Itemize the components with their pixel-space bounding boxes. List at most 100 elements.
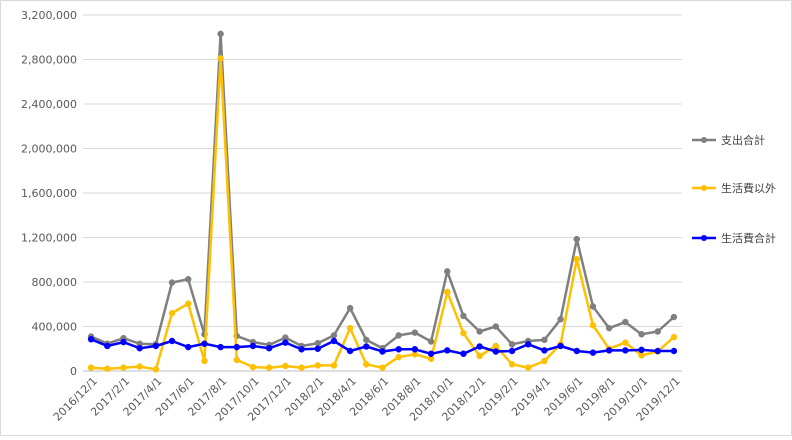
data-point	[460, 312, 467, 320]
data-point	[524, 341, 532, 348]
data-point	[638, 346, 645, 354]
legend-swatch-marker	[701, 185, 707, 191]
data-point	[168, 279, 176, 286]
data-point	[589, 349, 597, 356]
data-point	[557, 342, 564, 350]
data-point	[411, 346, 419, 353]
data-point	[120, 364, 127, 371]
data-point	[379, 364, 386, 371]
data-point	[346, 304, 354, 312]
data-point	[508, 361, 516, 368]
y-tick-label: 2,000,000	[21, 143, 77, 156]
data-point	[638, 352, 645, 359]
data-point	[184, 275, 192, 283]
data-point	[152, 366, 160, 373]
data-point	[508, 341, 516, 348]
legend-item: 生活費以外	[692, 181, 776, 195]
data-point	[654, 347, 661, 355]
data-point	[573, 347, 581, 355]
data-point	[217, 55, 224, 62]
data-point	[282, 339, 289, 346]
data-point	[136, 344, 143, 352]
data-point	[541, 357, 548, 365]
data-point	[460, 329, 467, 337]
data-point	[476, 343, 483, 350]
data-point	[104, 365, 111, 373]
data-point	[346, 324, 354, 332]
data-point	[622, 318, 629, 326]
data-point	[217, 30, 224, 38]
data-point	[152, 342, 160, 350]
data-point	[314, 339, 321, 347]
data-point	[460, 350, 467, 358]
data-point	[201, 357, 208, 365]
data-point	[557, 316, 564, 323]
series-group	[87, 30, 678, 373]
data-point	[395, 346, 402, 353]
data-point	[524, 364, 532, 371]
data-point	[314, 362, 321, 369]
data-point	[136, 363, 143, 370]
data-point	[298, 346, 305, 353]
data-point	[330, 362, 338, 369]
y-tick-label: 2,800,000	[21, 54, 77, 67]
data-point	[249, 342, 257, 350]
data-point	[492, 348, 500, 355]
data-point	[605, 324, 613, 332]
legend-swatch-marker	[701, 137, 707, 143]
y-tick-label: 800,000	[32, 276, 78, 289]
data-point	[104, 342, 111, 350]
data-point	[201, 340, 208, 347]
data-point	[654, 328, 661, 335]
data-point	[670, 333, 678, 341]
data-point	[670, 313, 678, 321]
data-point	[379, 348, 386, 355]
y-tick-label: 0	[70, 365, 77, 378]
data-point	[217, 343, 224, 351]
y-axis-tick-labels: 0 400,000 800,000 1,200,000 1,600,000 2,000,0…	[21, 9, 77, 378]
data-point	[298, 364, 305, 371]
data-point	[395, 332, 402, 339]
data-point	[541, 336, 548, 344]
data-point	[492, 342, 500, 350]
data-point	[444, 347, 451, 354]
data-point	[168, 309, 176, 317]
data-point	[395, 353, 402, 361]
data-point	[444, 288, 451, 296]
legend-label: 支出合計	[721, 133, 765, 147]
data-point	[492, 323, 500, 330]
data-point	[168, 337, 176, 345]
data-point	[363, 361, 370, 368]
data-point	[120, 338, 127, 346]
data-point	[363, 336, 370, 344]
data-point	[444, 268, 451, 275]
data-point	[638, 331, 645, 338]
legend-item: 生活費合計	[692, 231, 776, 245]
data-point	[265, 364, 273, 371]
data-point	[87, 336, 95, 343]
data-point	[670, 347, 678, 355]
data-point	[346, 347, 354, 355]
data-point	[541, 347, 548, 354]
data-point	[508, 347, 516, 355]
data-point	[427, 338, 435, 345]
y-tick-label: 3,200,000	[21, 9, 77, 22]
data-point	[573, 255, 581, 263]
data-point	[622, 339, 629, 346]
data-point	[589, 303, 597, 310]
data-point	[87, 364, 95, 371]
data-point	[476, 328, 483, 335]
y-tick-label: 1,600,000	[21, 187, 77, 200]
data-point	[476, 352, 483, 360]
data-point	[233, 356, 241, 364]
gridlines	[83, 14, 682, 372]
data-point	[622, 347, 629, 354]
data-point	[282, 362, 289, 370]
data-point	[411, 329, 419, 336]
data-point	[605, 347, 613, 354]
data-point	[589, 322, 597, 329]
y-tick-label: 400,000	[32, 321, 78, 334]
